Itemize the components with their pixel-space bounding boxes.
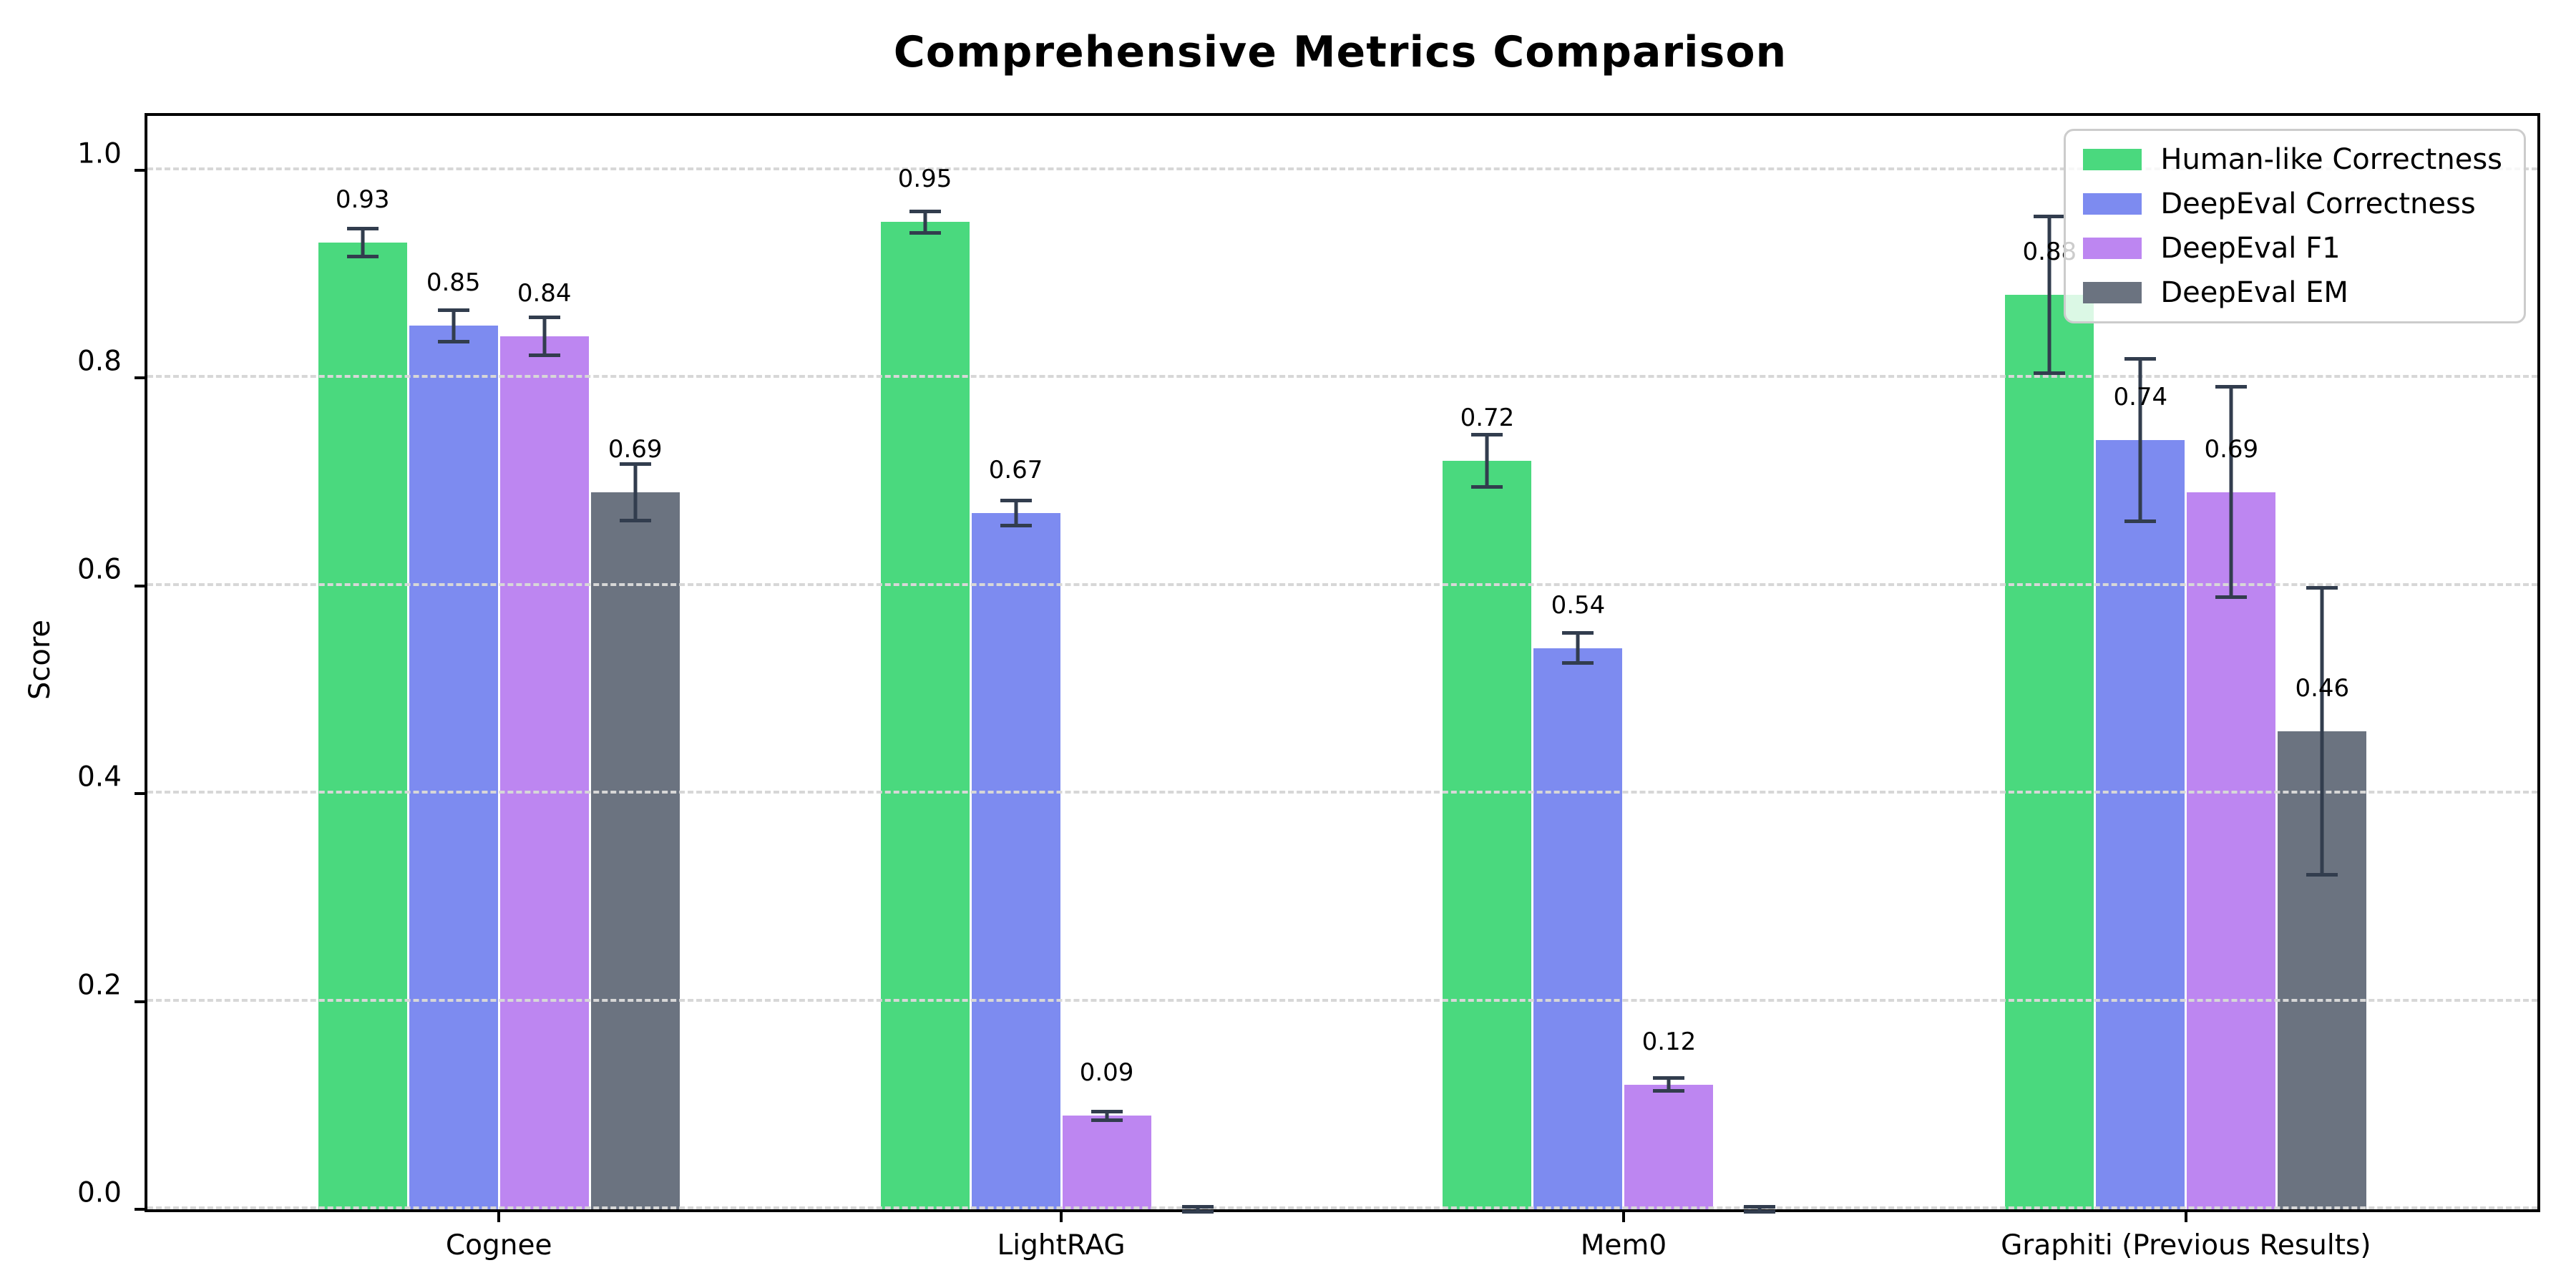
error-bar — [1744, 1205, 1776, 1214]
bar-value-label: 0.67 — [988, 455, 1043, 484]
x-tick-label: LightRAG — [997, 1229, 1126, 1262]
x-tick-label: Mem0 — [1580, 1229, 1667, 1262]
x-tick — [1060, 1209, 1063, 1222]
legend-label: Human-like Correctness — [2160, 143, 2502, 176]
error-bar — [1181, 1205, 1214, 1214]
bar — [318, 243, 407, 1209]
legend-item: DeepEval Correctness — [2083, 190, 2502, 218]
y-tick — [135, 168, 147, 172]
x-tick — [2184, 1209, 2187, 1222]
plot-area: Human-like Correctness DeepEval Correctne… — [77, 113, 2540, 1262]
bar-value-label: 0.74 — [2113, 383, 2168, 412]
bar-value-label: 0.93 — [335, 185, 390, 215]
error-bar — [2215, 385, 2248, 600]
y-tick — [135, 376, 147, 380]
y-axis-label: Score — [24, 619, 57, 701]
bar — [1062, 1116, 1151, 1209]
error-bar — [346, 227, 379, 258]
bar — [2096, 440, 2185, 1209]
error-bar — [1562, 631, 1594, 665]
error-bar — [2034, 215, 2066, 375]
bar-value-label: 0.72 — [1460, 404, 1515, 433]
error-bar — [1471, 433, 1503, 489]
bar — [880, 222, 970, 1209]
x-tick — [1621, 1209, 1625, 1222]
legend-item: DeepEval EM — [2083, 278, 2502, 307]
error-bar — [1653, 1076, 1685, 1093]
bar — [409, 326, 498, 1209]
legend-label: DeepEval F1 — [2160, 232, 2341, 265]
bar — [2005, 294, 2094, 1209]
legend-swatch — [2083, 282, 2142, 303]
y-tick-label: 0.8 — [77, 345, 122, 378]
error-bar — [2124, 356, 2157, 524]
bar-value-label: 0.46 — [2295, 673, 2350, 703]
legend-swatch — [2083, 238, 2142, 259]
y-tick-label: 1.0 — [77, 137, 122, 170]
error-bar — [1000, 498, 1032, 528]
error-bar — [528, 315, 560, 357]
bar — [971, 512, 1060, 1209]
y-tick — [135, 1000, 147, 1003]
bar-value-label: 0.69 — [608, 434, 663, 464]
error-bar — [1091, 1109, 1123, 1122]
bar — [590, 492, 680, 1209]
bar — [1533, 648, 1623, 1209]
bar — [2187, 492, 2276, 1209]
bar — [1624, 1084, 1714, 1209]
error-bar — [909, 209, 941, 235]
legend-label: DeepEval EM — [2160, 276, 2348, 309]
legend: Human-like Correctness DeepEval Correctne… — [2064, 129, 2526, 323]
y-tick-label: 0.2 — [77, 969, 122, 1002]
bar-value-label: 0.85 — [426, 268, 481, 298]
y-tick-label: 0.4 — [77, 761, 122, 794]
y-tick — [135, 584, 147, 587]
legend-label: DeepEval Correctness — [2160, 187, 2476, 220]
y-tick — [135, 1208, 147, 1211]
legend-item: DeepEval F1 — [2083, 234, 2502, 263]
y-tick-label: 0.0 — [77, 1176, 122, 1209]
legend-swatch — [2083, 193, 2142, 215]
x-tick-label: Graphiti (Previous Results) — [2001, 1229, 2371, 1262]
bar-value-label: 0.69 — [2204, 434, 2259, 464]
bar-value-label: 0.12 — [1641, 1027, 1697, 1056]
y-tick — [135, 792, 147, 796]
x-tick-label: Cognee — [445, 1229, 552, 1262]
bar-value-label: 0.54 — [1551, 590, 1606, 620]
bar-value-label: 0.84 — [517, 278, 572, 308]
error-bar — [437, 308, 469, 344]
y-tick-label: 0.6 — [77, 553, 122, 586]
legend-swatch — [2083, 149, 2142, 170]
bar-value-label: 0.09 — [1079, 1058, 1134, 1088]
bar-value-label: 0.95 — [897, 165, 952, 194]
bar — [1443, 461, 1532, 1209]
x-tick — [497, 1209, 501, 1222]
error-bar — [619, 462, 651, 522]
chart-title: Comprehensive Metrics Comparison — [893, 27, 1787, 77]
bar — [499, 336, 589, 1209]
legend-item: Human-like Correctness — [2083, 145, 2502, 174]
error-bar — [2306, 585, 2338, 877]
